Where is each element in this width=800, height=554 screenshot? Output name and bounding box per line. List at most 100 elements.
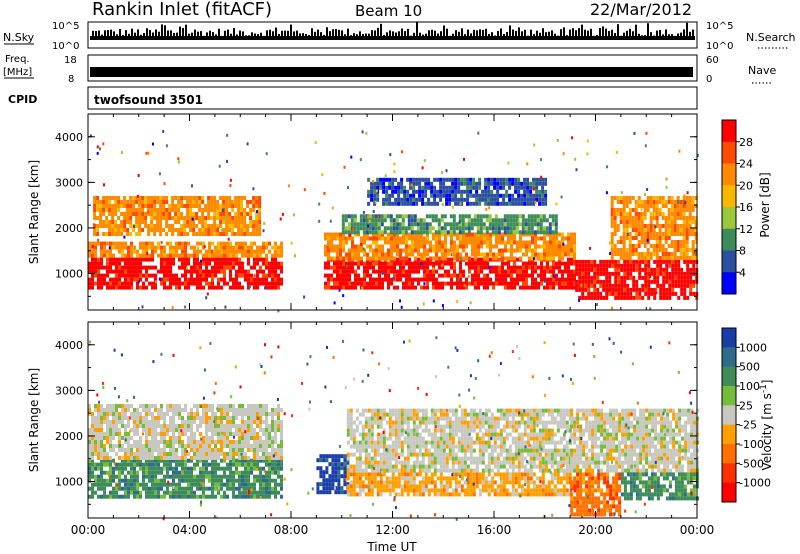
power-data-cell bbox=[638, 295, 642, 300]
power-data-cell bbox=[426, 269, 429, 274]
power-data-cell bbox=[114, 228, 118, 232]
power-data-cell bbox=[613, 208, 617, 212]
velocity-data-cell bbox=[211, 494, 214, 499]
power-data-cell bbox=[214, 261, 217, 266]
power-data-cell bbox=[333, 244, 336, 249]
power-data-cell bbox=[217, 249, 220, 254]
power-data-cell bbox=[543, 256, 546, 261]
velocity-data-cell bbox=[88, 432, 91, 436]
power-data-cell bbox=[546, 277, 549, 282]
power-data-cell bbox=[534, 232, 537, 237]
power-data-cell bbox=[498, 240, 501, 245]
velocity-data-cell bbox=[127, 494, 130, 499]
power-data-cell bbox=[567, 265, 570, 270]
power-data-cell bbox=[88, 241, 91, 246]
power-data-cell bbox=[643, 236, 647, 240]
power-data-cell bbox=[546, 261, 549, 266]
power-data-cell bbox=[435, 281, 438, 286]
power-data-cell bbox=[198, 216, 202, 220]
power-data-cell bbox=[112, 241, 115, 246]
power-data-cell bbox=[528, 256, 531, 261]
power-data-cell bbox=[659, 263, 663, 268]
power-data-cell bbox=[205, 269, 208, 274]
velocity-data-cell bbox=[178, 458, 181, 463]
velocity-data-cell bbox=[205, 452, 208, 456]
power-data-cell bbox=[676, 228, 680, 232]
velocity-data-cell bbox=[124, 474, 127, 479]
power-data-cell bbox=[474, 285, 477, 290]
power-data-cell bbox=[561, 256, 564, 261]
power-data-cell bbox=[481, 197, 485, 202]
power-data-cell bbox=[540, 244, 543, 249]
power-data-cell bbox=[483, 261, 486, 266]
velocity-data-cell bbox=[88, 494, 91, 499]
noise-spike bbox=[206, 32, 208, 38]
power-data-cell bbox=[223, 249, 226, 254]
noise-spike bbox=[545, 32, 547, 38]
power-data-cell bbox=[196, 285, 199, 290]
power-scatter-point bbox=[191, 184, 193, 188]
power-data-cell bbox=[428, 222, 432, 227]
velocity-data-cell bbox=[142, 462, 145, 467]
power-data-cell bbox=[127, 273, 130, 278]
power-data-cell bbox=[384, 240, 387, 245]
velocity-data-cell bbox=[253, 482, 256, 487]
velocity-data-cell bbox=[187, 424, 190, 428]
power-data-cell bbox=[631, 248, 635, 252]
power-data-cell bbox=[472, 177, 476, 182]
power-data-cell bbox=[180, 224, 184, 228]
power-data-cell bbox=[689, 287, 693, 292]
power-data-cell bbox=[168, 208, 172, 212]
power-data-cell bbox=[611, 271, 615, 276]
power-data-cell bbox=[552, 248, 555, 253]
power-data-cell bbox=[225, 232, 229, 236]
power-data-cell bbox=[441, 256, 444, 261]
power-data-cell bbox=[686, 263, 690, 268]
power-data-cell bbox=[427, 177, 431, 182]
power-data-cell bbox=[616, 200, 620, 204]
velocity-data-cell bbox=[199, 420, 202, 424]
power-data-cell bbox=[671, 267, 675, 272]
power-data-cell bbox=[459, 269, 462, 274]
velocity-data-cell bbox=[175, 462, 178, 467]
power-data-cell bbox=[240, 232, 244, 236]
power-data-cell bbox=[232, 257, 235, 262]
velocity-data-cell bbox=[109, 444, 112, 448]
power-data-cell bbox=[198, 204, 202, 208]
power-data-cell bbox=[602, 271, 606, 276]
power-data-cell bbox=[477, 257, 480, 262]
power-data-cell bbox=[546, 281, 549, 286]
power-data-cell bbox=[363, 232, 366, 237]
power-data-cell bbox=[558, 252, 561, 257]
power-data-cell bbox=[327, 256, 330, 261]
power-data-cell bbox=[623, 275, 627, 280]
power-data-cell bbox=[573, 240, 576, 245]
power-data-cell bbox=[208, 273, 211, 278]
power-data-cell bbox=[508, 177, 512, 182]
power-data-cell bbox=[175, 253, 178, 258]
power-data-cell bbox=[181, 281, 184, 286]
velocity-data-cell bbox=[124, 428, 127, 432]
power-data-cell bbox=[211, 281, 214, 286]
power-data-cell bbox=[664, 252, 668, 256]
velocity-data-cell bbox=[181, 448, 184, 452]
power-data-cell bbox=[180, 200, 184, 204]
velocity-data-cell bbox=[193, 482, 196, 487]
power-data-cell bbox=[602, 259, 606, 264]
velocity-data-cell bbox=[118, 448, 121, 452]
power-data-cell bbox=[342, 240, 345, 245]
power-data-cell bbox=[504, 273, 507, 278]
power-data-cell bbox=[656, 283, 660, 288]
velocity-data-cell bbox=[145, 412, 148, 416]
power-data-cell bbox=[523, 189, 527, 194]
power-data-cell bbox=[468, 265, 471, 270]
power-data-cell bbox=[552, 277, 555, 282]
power-data-cell bbox=[460, 193, 464, 198]
velocity-data-cell bbox=[214, 482, 217, 487]
velocity-data-cell bbox=[247, 482, 250, 487]
power-data-cell bbox=[114, 232, 118, 236]
power-data-cell bbox=[682, 224, 686, 228]
power-scatter-point bbox=[580, 283, 583, 287]
power-data-cell bbox=[649, 204, 653, 208]
power-data-cell bbox=[372, 261, 375, 266]
